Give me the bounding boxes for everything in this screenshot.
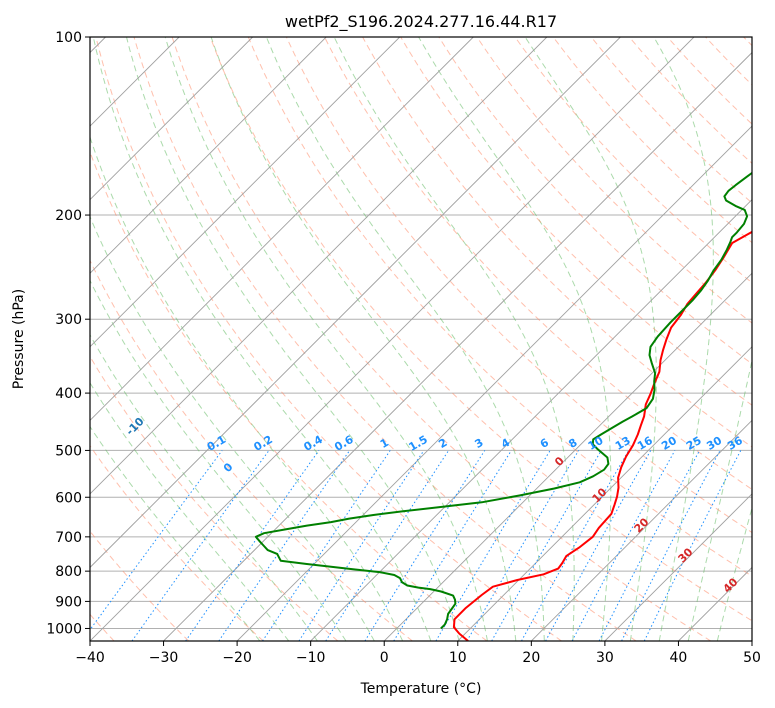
isotherm-line <box>90 37 474 421</box>
chart-title: wetPf2_S196.2024.277.16.44.R17 <box>285 12 557 32</box>
x-tick-label: 30 <box>596 650 614 666</box>
mixing-ratio-lines <box>90 450 742 641</box>
x-tick-label: 40 <box>670 650 688 666</box>
dry-adiabat-line <box>324 37 752 490</box>
profile-series-line-1 <box>254 171 752 630</box>
isotherm-line <box>90 37 621 569</box>
moist-adiabat-line <box>687 358 752 641</box>
moist-adiabat-line <box>418 37 612 641</box>
isotherm-line <box>531 419 752 641</box>
mixing-ratio-line <box>393 450 512 641</box>
mixing-ratio-line <box>643 450 742 641</box>
x-tick-label: −10 <box>296 650 326 666</box>
isotherm-line <box>163 51 752 641</box>
moist-adiabat-line <box>210 37 517 641</box>
x-tick-label: 0 <box>380 650 389 666</box>
dry-adiabat-line <box>90 444 264 641</box>
isotherm-line <box>90 37 327 274</box>
y-tick-label: 600 <box>55 490 82 506</box>
y-axis-label: Pressure (hPa) <box>11 289 27 389</box>
moist-adiabat-line <box>92 37 432 641</box>
moist-adiabat-line <box>716 506 752 641</box>
mixing-ratio-line <box>218 450 351 641</box>
dry-adiabat-line <box>90 259 413 641</box>
moist-adiabat-line <box>333 37 575 641</box>
mixing-ratio-line <box>521 450 630 641</box>
y-tick-label: 500 <box>55 443 82 459</box>
y-tick-label: 300 <box>55 312 82 328</box>
dry-adiabat-line <box>171 37 712 641</box>
y-tick-label: 1000 <box>46 621 82 637</box>
isotherm-line <box>383 272 752 641</box>
y-tick-label: 900 <box>55 594 82 610</box>
pressure-gridlines <box>90 37 752 629</box>
x-tick-label: −20 <box>222 650 252 666</box>
moist-adiabat-line <box>90 425 261 641</box>
isotherm-line <box>90 37 548 495</box>
y-tick-label: 200 <box>55 208 82 224</box>
isotherm-line <box>90 37 401 348</box>
isotherm-line <box>90 37 695 641</box>
y-tick-label: 100 <box>55 30 82 46</box>
isotherm-line <box>236 125 752 641</box>
moist-adiabat-line <box>90 135 404 641</box>
mixing-ratio-line <box>298 450 425 641</box>
mixing-ratio-line <box>90 450 223 631</box>
dry-adiabats <box>90 37 752 641</box>
moist-adiabat-line <box>126 37 460 641</box>
moist-adiabat-line <box>265 37 545 641</box>
isotherms <box>90 37 752 641</box>
isotherm-line <box>90 37 253 201</box>
mixing-ratio-line <box>571 450 676 641</box>
profile-series <box>254 171 752 641</box>
mixing-ratio-line <box>262 450 391 641</box>
mixing-ratio-line <box>131 450 270 641</box>
x-axis-ticks: −40 −30 −20 −10 0 10 20 30 40 50 <box>75 641 761 666</box>
x-tick-label: 20 <box>522 650 540 666</box>
mixing-ratio-line <box>545 450 652 641</box>
moist-adiabat-line <box>90 333 318 641</box>
y-tick-label: 800 <box>55 564 82 580</box>
dry-adiabat-line <box>514 37 752 284</box>
y-axis-ticks: 100 200 300 400 500 600 700 800 900 1000 <box>46 30 90 637</box>
moist-adiabat-line <box>653 37 714 641</box>
mixing-ratio-line <box>325 450 450 641</box>
profile-series-line-0 <box>452 230 752 641</box>
dry-adiabat-line <box>95 37 562 641</box>
x-tick-label: −40 <box>75 650 105 666</box>
isotherm-line <box>310 199 752 641</box>
plot-frame <box>89 36 753 642</box>
isotherm-line <box>604 493 752 641</box>
x-tick-label: 50 <box>743 650 761 666</box>
isotherm-line <box>457 346 752 641</box>
dry-adiabat-line <box>133 37 637 641</box>
moist-adiabat-line <box>90 215 375 641</box>
y-tick-label: 700 <box>55 530 82 546</box>
dry-adiabat-line <box>247 37 752 577</box>
dry-adiabat-line <box>90 355 339 641</box>
y-tick-label: 400 <box>55 386 82 402</box>
x-axis-label: Temperature (°C) <box>360 681 482 697</box>
plot-area: -100-90-80-70-60-50-40-30-20-10001020304… <box>90 37 752 641</box>
moist-adiabat-line <box>90 381 290 641</box>
moist-adiabat-line <box>524 37 657 641</box>
x-tick-label: 10 <box>449 650 467 666</box>
moist-adiabats <box>90 37 752 641</box>
mixing-ratio-line <box>185 450 320 641</box>
dry-adiabat-line <box>285 37 752 534</box>
x-tick-label: −30 <box>149 650 179 666</box>
